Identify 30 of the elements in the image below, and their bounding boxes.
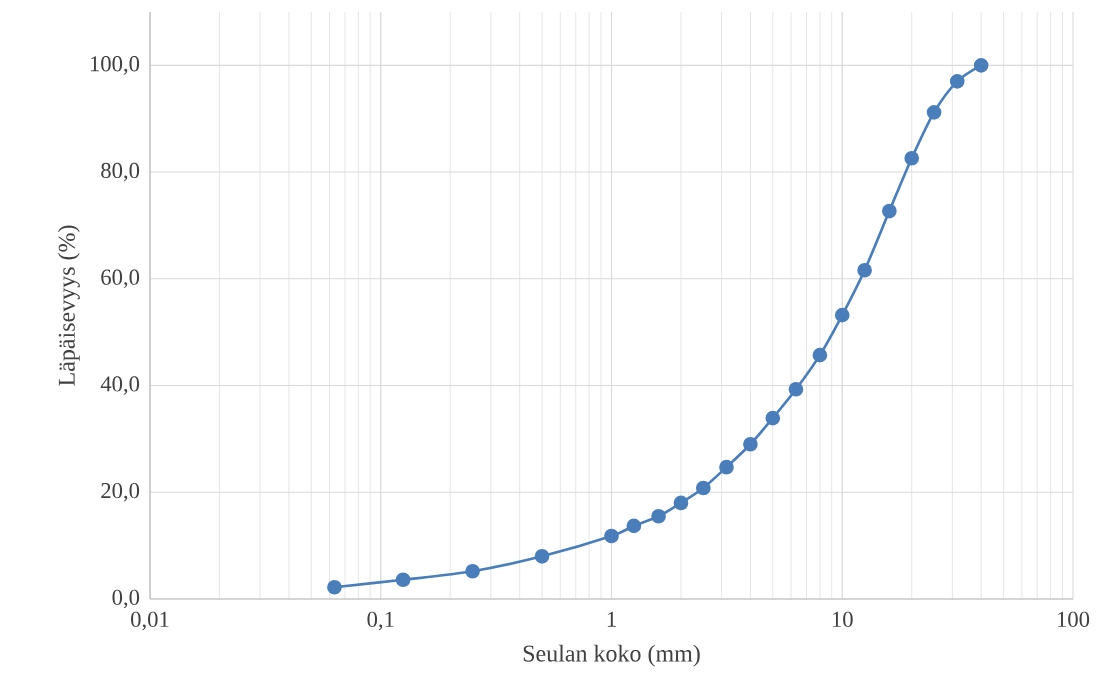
point: [719, 459, 734, 475]
x-axis-title: Seulan koko (mm): [523, 644, 700, 667]
y-tick-label: 80,0: [101, 162, 140, 182]
point: [743, 436, 758, 452]
point: [651, 508, 666, 524]
y-axis-title: Läpäisevyys (%): [57, 225, 80, 386]
point: [834, 307, 850, 323]
y-tick-label: 60,0: [101, 269, 140, 289]
x-tick-label: 100: [1057, 611, 1090, 628]
point: [926, 104, 942, 120]
y-tick-label: 0,0: [112, 589, 140, 609]
x-tick-label: 0,01: [131, 611, 169, 631]
x-tick-label: 10: [832, 611, 853, 628]
point: [949, 74, 965, 89]
point: [626, 518, 642, 534]
point: [882, 203, 897, 219]
point: [695, 480, 711, 496]
point: [788, 381, 804, 397]
y-tick-label: 40,0: [100, 376, 140, 395]
y-tick-label: 100,0: [90, 56, 140, 75]
y-tick-label: 20,0: [101, 482, 140, 502]
point: [904, 150, 920, 166]
x-tick-label: 1: [607, 611, 616, 627]
point: [973, 58, 989, 73]
point: [673, 495, 689, 511]
point: [765, 410, 781, 426]
x-tick-label: 0,1: [367, 611, 394, 631]
point: [857, 262, 872, 278]
point: [812, 347, 828, 363]
point: [604, 528, 619, 544]
